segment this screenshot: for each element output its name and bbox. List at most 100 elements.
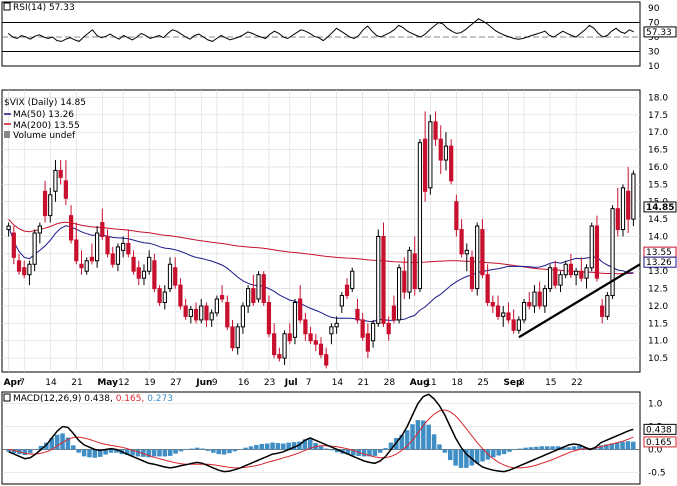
macd-histogram-bar — [571, 446, 577, 450]
macd-legend-text: MACD(12,26,9) 0.438, 0.165, 0.273 — [13, 394, 173, 404]
macd-histogram-bar — [329, 449, 335, 451]
rsi-tick-label: 30 — [648, 48, 660, 58]
price-tick-label: 13.0 — [648, 267, 668, 277]
date-tick-label: Apr — [4, 378, 22, 388]
candle-body — [240, 305, 246, 328]
macd-histogram-bar — [178, 449, 184, 452]
macd-histogram-bar — [609, 443, 615, 450]
candle-body — [469, 256, 475, 290]
date-tick-label: 21 — [71, 378, 82, 388]
candle-body — [459, 229, 464, 255]
candle-body — [396, 267, 402, 321]
date-tick-label: May — [97, 378, 118, 388]
candle-body — [37, 225, 42, 234]
rsi-line — [7, 18, 635, 42]
macd-histogram-bar — [243, 447, 248, 450]
candle-body — [376, 235, 381, 324]
candle-body — [339, 295, 344, 307]
candle-body — [136, 267, 141, 279]
candle-body — [188, 308, 193, 317]
candle-body — [292, 302, 298, 338]
macd-histogram-bar — [135, 449, 141, 457]
candle-body — [417, 142, 423, 290]
candle-body — [360, 319, 365, 338]
candle-body — [16, 260, 22, 272]
ma200-legend-label: MA(200) 13.55 — [13, 121, 80, 131]
price-tick-label: 14.5 — [648, 215, 668, 225]
candle-body — [511, 319, 516, 331]
date-tick-label: Jul — [284, 378, 298, 388]
macd-histogram-bar — [211, 449, 216, 453]
price-frame — [1, 89, 641, 373]
macd-histogram-bar — [614, 442, 620, 450]
macd-histogram-bar — [167, 449, 173, 456]
macd-histogram-bar — [383, 448, 388, 450]
date-tick-label: 11 — [425, 378, 436, 388]
macd-last-value-label: 0.165 — [646, 438, 672, 448]
price-last-label: 14.85 — [646, 203, 674, 213]
rsi-tick-label: 70 — [648, 19, 660, 29]
candle-body — [605, 295, 610, 317]
macd-histogram-bar — [410, 424, 415, 450]
candle-body — [251, 288, 256, 304]
candle-body — [22, 267, 27, 276]
macd-histogram-bar — [437, 444, 442, 450]
macd-histogram-bar — [351, 449, 356, 456]
macd-histogram-bar — [501, 449, 507, 455]
macd-histogram-bar — [555, 446, 561, 450]
rsi-tick-label: 90 — [648, 4, 660, 14]
macd-last-value-box — [643, 423, 677, 435]
macd-histogram-bar — [65, 437, 71, 450]
macd-histogram-bar — [544, 446, 550, 450]
price-tick-label: 11.5 — [648, 319, 668, 329]
macd-legend-label: MACD(12,26,9) 0.438, — [13, 394, 116, 404]
macd-histogram-bar — [97, 449, 103, 457]
candle-body — [173, 267, 178, 286]
macd-histogram-bar — [54, 434, 60, 450]
rsi-last-value-box — [643, 26, 677, 38]
macd-histogram-bar — [200, 448, 205, 450]
candle-body — [79, 263, 84, 269]
macd-histogram-bar — [598, 445, 604, 450]
candle-body — [480, 229, 485, 276]
candle-body — [126, 242, 131, 255]
macd-histogram-bar — [631, 441, 636, 450]
macd-histogram-bar — [577, 445, 582, 450]
macd-histogram-bar — [469, 449, 475, 466]
macd-histogram-bar — [561, 446, 566, 450]
macd-histogram-bar — [421, 420, 426, 450]
candle-body — [574, 270, 579, 276]
candle-body — [620, 187, 626, 231]
macd-histogram-bar — [157, 449, 162, 457]
candle-body — [308, 333, 313, 342]
candle-body — [256, 274, 261, 300]
candle-body — [370, 322, 376, 342]
macd-histogram-bar — [281, 443, 286, 450]
price-tick-label: 11.0 — [648, 337, 668, 347]
macd-last-value-box — [643, 436, 677, 448]
candle-body — [313, 340, 318, 345]
macd-histogram-bar — [76, 449, 81, 453]
date-tick-label: 14 — [45, 378, 57, 388]
macd-histogram-bar — [124, 449, 130, 456]
candle-body — [105, 235, 110, 255]
candle-body — [157, 288, 162, 304]
date-tick-label: Aug — [410, 378, 430, 388]
candle-body — [318, 343, 324, 356]
candle-body — [131, 256, 136, 272]
date-tick-label: 16 — [238, 378, 250, 388]
macd-histogram-bar — [205, 449, 211, 451]
candle-body — [433, 121, 438, 140]
macd-histogram-bar — [474, 449, 480, 464]
candle-body — [490, 302, 495, 307]
rsi-tick-label: 50 — [648, 33, 660, 43]
candle-body — [501, 312, 506, 317]
candle-body — [266, 302, 272, 335]
macd-histogram-bar — [71, 445, 76, 450]
macd-histogram-bar — [431, 434, 437, 450]
price-tick-label: 17.5 — [648, 111, 668, 121]
price-tick-label: 14.0 — [648, 232, 668, 242]
candle-body — [600, 305, 605, 317]
